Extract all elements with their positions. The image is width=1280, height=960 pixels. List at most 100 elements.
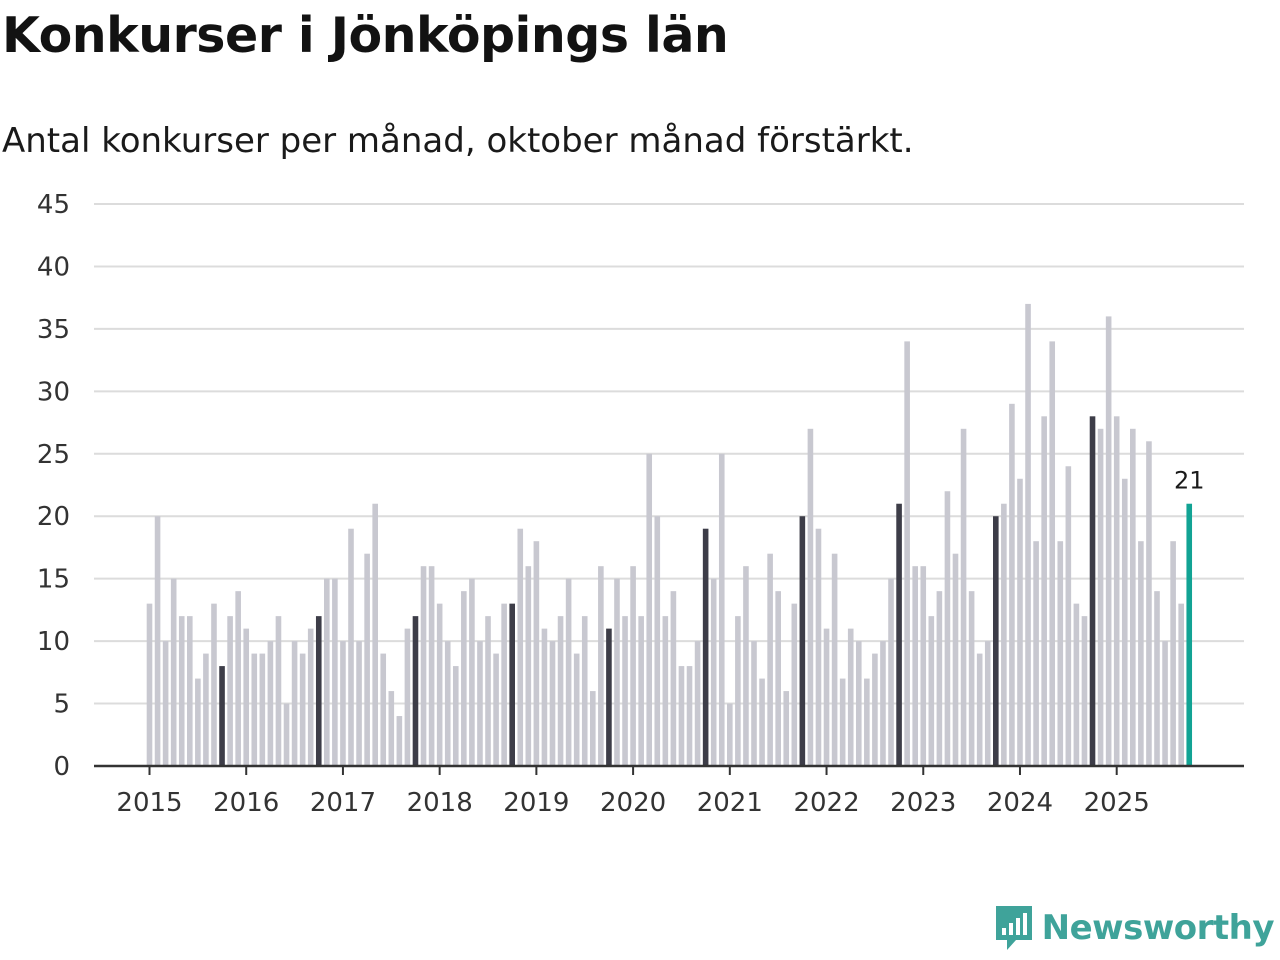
gridlines xyxy=(94,203,1244,705)
bar xyxy=(638,616,644,766)
bar xyxy=(1017,478,1023,766)
bar xyxy=(783,691,790,766)
bar xyxy=(630,566,636,766)
bar xyxy=(590,691,596,766)
bar xyxy=(356,641,362,766)
bar xyxy=(855,641,862,766)
bar xyxy=(154,516,161,766)
bar xyxy=(396,716,403,766)
bar xyxy=(557,616,564,766)
bar xyxy=(1113,416,1120,766)
bar xyxy=(1025,303,1031,766)
bar xyxy=(324,578,330,766)
bar-october xyxy=(1089,416,1096,766)
bar xyxy=(1178,603,1184,766)
x-tick-label: 2022 xyxy=(793,788,859,818)
bar xyxy=(364,553,370,766)
bar xyxy=(275,616,282,766)
bar xyxy=(299,653,306,766)
bar xyxy=(227,616,233,766)
bar xyxy=(928,616,935,766)
bar xyxy=(525,566,532,766)
bar-october xyxy=(412,616,419,766)
bar xyxy=(1049,341,1056,766)
bar xyxy=(436,603,443,766)
bar xyxy=(477,641,483,766)
bar xyxy=(718,453,725,766)
bar xyxy=(839,678,846,766)
y-tick-label: 35 xyxy=(37,315,70,345)
bar xyxy=(952,553,959,766)
x-tick-label: 2025 xyxy=(1084,788,1150,818)
bar xyxy=(694,641,701,766)
bar xyxy=(235,591,241,766)
bar xyxy=(912,566,918,766)
bar xyxy=(1162,641,1168,766)
bar xyxy=(735,616,741,766)
bar xyxy=(1057,541,1064,766)
bar xyxy=(533,541,540,766)
bar xyxy=(1081,616,1088,766)
bar-october xyxy=(606,628,612,766)
bar xyxy=(444,641,451,766)
x-tick-label: 2020 xyxy=(600,788,666,818)
bar xyxy=(565,578,572,766)
y-tick-label: 15 xyxy=(37,565,70,595)
bar xyxy=(984,641,991,766)
bar-october xyxy=(315,616,322,766)
bar-october xyxy=(509,603,515,766)
bar xyxy=(348,528,354,766)
bar xyxy=(340,641,346,766)
bar xyxy=(823,628,830,766)
bar xyxy=(372,503,378,766)
bar xyxy=(380,653,387,766)
x-tick-label: 2019 xyxy=(503,788,569,818)
bar xyxy=(485,616,491,766)
x-axis-ticks: 2015 2016 2017 2018 2019 2020 2021 2022 2023 2024… xyxy=(116,766,1150,818)
x-tick-label: 2017 xyxy=(310,788,376,818)
bar xyxy=(686,666,693,766)
bar-october xyxy=(702,528,709,766)
bar xyxy=(1009,403,1015,766)
bar xyxy=(864,678,870,766)
bar xyxy=(968,591,975,766)
bar xyxy=(888,578,894,766)
bar xyxy=(452,666,459,766)
bar xyxy=(251,653,258,766)
bar xyxy=(581,616,588,766)
x-tick-label: 2021 xyxy=(697,788,763,818)
bar xyxy=(203,653,209,766)
y-tick-label: 25 xyxy=(37,440,70,470)
newsworthy-logo-icon xyxy=(995,906,1032,950)
bar xyxy=(1154,591,1160,766)
bar xyxy=(622,616,628,766)
x-tick-label: 2015 xyxy=(116,788,182,818)
bar xyxy=(428,566,435,766)
bar xyxy=(493,653,499,766)
bar xyxy=(170,578,177,766)
chart-title: Konkurser i Jönköpings län xyxy=(2,7,729,64)
bar xyxy=(211,603,217,766)
bar xyxy=(517,528,524,766)
chart-subtitle: Antal konkurser per månad, oktober månad… xyxy=(2,121,914,161)
brand-logo: Newsworthy xyxy=(994,904,1275,952)
bar xyxy=(259,653,266,766)
x-tick-label: 2018 xyxy=(407,788,473,818)
bar xyxy=(831,553,838,766)
x-tick-label: 2023 xyxy=(890,788,956,818)
bar xyxy=(243,628,250,766)
bar xyxy=(880,641,886,766)
bar xyxy=(1041,416,1047,766)
bar xyxy=(662,616,669,766)
bar xyxy=(936,591,943,766)
bar xyxy=(767,553,773,766)
bar xyxy=(1170,541,1176,766)
y-tick-label: 5 xyxy=(53,690,70,720)
bar xyxy=(807,428,814,766)
bars xyxy=(146,303,1193,766)
bar-october xyxy=(219,666,225,766)
bar xyxy=(162,641,169,766)
y-tick-label: 40 xyxy=(37,252,70,282)
bar xyxy=(195,678,201,766)
bar xyxy=(461,591,467,766)
